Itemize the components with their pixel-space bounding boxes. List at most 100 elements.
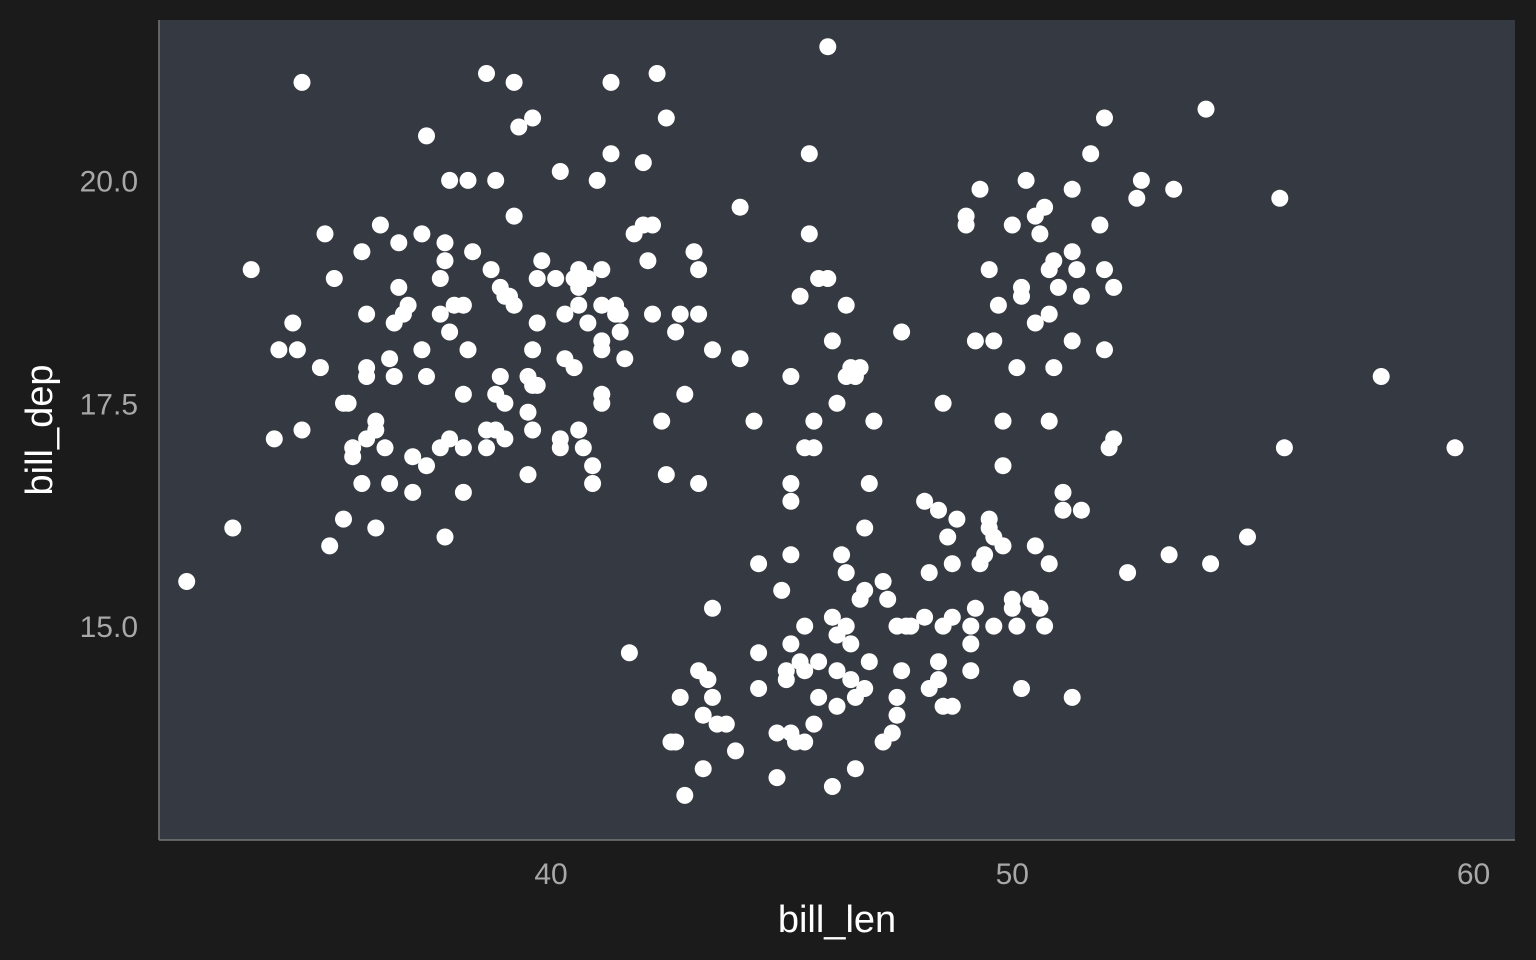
data-point <box>284 314 302 332</box>
data-point <box>690 261 708 279</box>
data-point <box>837 564 855 582</box>
data-point <box>1040 412 1058 430</box>
data-point <box>671 688 689 706</box>
data-point <box>819 270 837 287</box>
data-point <box>371 216 389 234</box>
data-point <box>657 466 675 484</box>
data-point <box>920 564 938 582</box>
data-point <box>865 412 883 430</box>
data-point <box>1128 189 1146 207</box>
data-point <box>962 617 980 635</box>
data-point <box>1160 546 1178 564</box>
data-point <box>551 163 569 180</box>
data-point <box>930 671 947 689</box>
data-point <box>782 492 800 510</box>
data-point <box>939 528 957 546</box>
data-point <box>288 341 306 359</box>
data-point <box>694 706 712 724</box>
data-point <box>344 448 362 466</box>
data-point <box>459 171 477 189</box>
y-tick-label: 17.5 <box>80 388 138 421</box>
data-point <box>1197 100 1215 118</box>
data-point <box>1239 528 1256 546</box>
data-point <box>454 483 472 501</box>
data-point <box>293 421 311 439</box>
data-point <box>957 207 975 225</box>
data-point <box>1096 341 1113 359</box>
data-point <box>704 688 721 706</box>
data-point <box>874 573 892 590</box>
data-point <box>930 501 947 519</box>
data-point <box>418 127 435 145</box>
data-point <box>893 662 911 680</box>
data-point <box>390 278 408 296</box>
data-point <box>994 457 1012 475</box>
data-point <box>644 305 661 323</box>
data-point <box>293 73 311 91</box>
data-point <box>178 573 196 590</box>
points-group <box>178 38 1464 804</box>
data-point <box>611 323 629 341</box>
data-point <box>1049 278 1067 296</box>
data-point <box>1132 171 1150 189</box>
data-point <box>962 635 980 653</box>
data-point <box>976 546 994 564</box>
data-point <box>1008 617 1026 635</box>
data-point <box>989 296 1007 314</box>
data-point <box>1072 287 1090 305</box>
data-point <box>828 697 846 715</box>
data-point <box>491 368 509 385</box>
data-point <box>916 492 934 510</box>
data-point <box>510 118 528 136</box>
data-point <box>358 305 376 323</box>
data-point <box>335 510 352 528</box>
data-point <box>242 261 260 279</box>
data-point <box>505 207 523 225</box>
data-point <box>367 519 385 537</box>
data-point <box>1040 555 1058 573</box>
data-point <box>828 394 846 412</box>
data-point <box>667 733 685 751</box>
data-point <box>505 296 523 314</box>
data-point <box>620 644 638 662</box>
data-point <box>385 368 403 385</box>
data-point <box>1119 564 1137 582</box>
data-point <box>800 145 818 163</box>
data-point <box>796 662 814 680</box>
data-point <box>782 635 800 653</box>
data-point <box>694 760 712 778</box>
data-point <box>819 38 837 56</box>
data-point <box>644 216 661 234</box>
data-point <box>717 715 735 733</box>
data-point <box>311 359 329 377</box>
data-point <box>667 323 685 341</box>
data-point <box>750 555 768 573</box>
data-point <box>413 341 431 359</box>
data-point <box>685 243 703 261</box>
data-point <box>519 466 537 484</box>
data-point <box>496 430 514 448</box>
data-point <box>1105 278 1123 296</box>
data-point <box>524 341 542 359</box>
data-point <box>547 270 565 287</box>
data-point <box>602 145 620 163</box>
data-point <box>745 412 763 430</box>
y-tick-label: 20.0 <box>80 165 138 198</box>
data-point <box>1045 359 1063 377</box>
data-point <box>791 287 809 305</box>
data-point <box>934 394 952 412</box>
data-point <box>556 305 574 323</box>
data-point <box>1003 216 1021 234</box>
data-point <box>657 109 675 127</box>
data-point <box>431 305 449 323</box>
data-point <box>893 323 911 341</box>
data-point <box>828 662 846 680</box>
data-point <box>856 680 874 697</box>
data-point <box>1096 261 1113 279</box>
data-point <box>339 394 357 412</box>
data-point <box>381 350 399 368</box>
data-point <box>930 653 947 671</box>
data-point <box>796 733 814 751</box>
data-point <box>971 180 989 198</box>
data-point <box>750 680 768 697</box>
